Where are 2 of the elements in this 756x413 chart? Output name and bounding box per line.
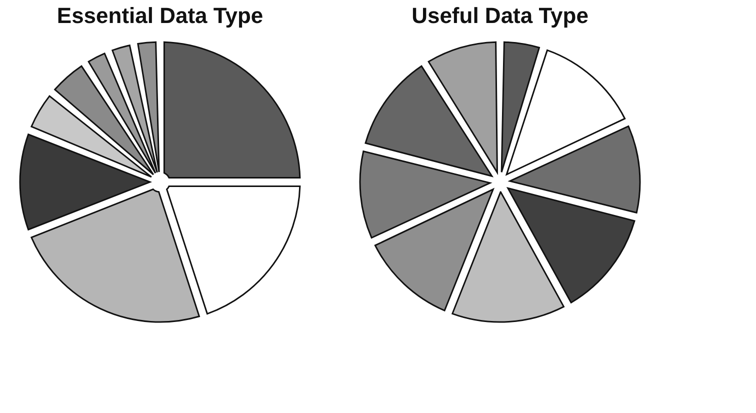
chart-title: Essential Data Type: [56, 3, 264, 28]
chart-title: Useful Data Type: [412, 3, 588, 28]
